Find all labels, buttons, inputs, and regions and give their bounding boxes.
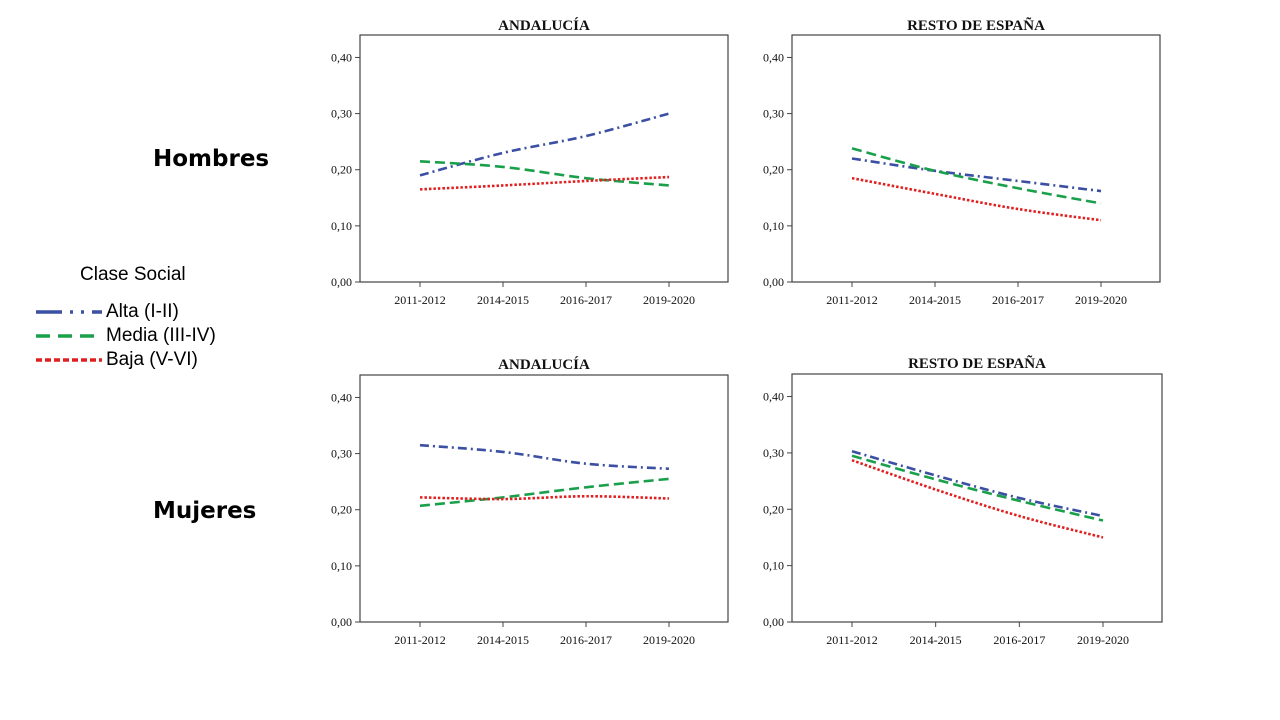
x-tick-label: 2014-2015 <box>910 633 962 647</box>
chart-title: ANDALUCÍA <box>498 356 590 373</box>
y-tick-label: 0,30 <box>763 446 784 460</box>
y-tick-label: 0,00 <box>331 275 352 289</box>
chart-panel-2: RESTO DE ESPAÑA 0,00 0,10 0,20 0,30 0,40 2011-… <box>763 16 1161 307</box>
plot-frame <box>791 373 1163 623</box>
y-tick-label: 0,20 <box>331 163 352 177</box>
x-tick-label: 2016-2017 <box>993 633 1045 647</box>
series-line-baja <box>851 459 1104 539</box>
x-tick-label: 2011-2012 <box>826 633 878 647</box>
chart-title: RESTO DE ESPAÑA <box>907 16 1045 34</box>
row-label-mujeres: Mujeres <box>153 498 257 524</box>
series-line-alta <box>851 449 1104 518</box>
y-tick-label: 0,00 <box>763 615 784 629</box>
row-label-hombres: Hombres <box>153 146 270 172</box>
series-line-alta <box>419 112 670 177</box>
y-tick-label: 0,40 <box>763 50 784 64</box>
legend-label-media: Media (III-IV) <box>106 325 216 346</box>
series-line-baja <box>419 494 670 501</box>
y-tick-label: 0,00 <box>331 615 352 629</box>
x-tick-label: 2019-2020 <box>1077 633 1129 647</box>
x-tick-label: 2011-2012 <box>394 293 446 307</box>
y-tick-label: 0,30 <box>331 447 352 461</box>
legend-item-baja: Baja (V-VI) <box>34 349 198 371</box>
y-tick-label: 0,40 <box>331 50 352 64</box>
x-tick-label: 2016-2017 <box>560 293 612 307</box>
y-tick-label: 0,10 <box>763 559 784 573</box>
legend-label-baja: Baja (V-VI) <box>106 349 198 370</box>
y-tick-label: 0,10 <box>763 219 784 233</box>
y-tick-label: 0,30 <box>763 107 784 121</box>
x-tick-label: 2011-2012 <box>394 633 446 647</box>
legend-swatch-alta <box>36 310 102 314</box>
legend-item-media: Media (III-IV) <box>34 325 216 347</box>
legend-swatch-baja <box>36 358 102 362</box>
plot-frame <box>359 34 729 283</box>
series-line-alta <box>851 157 1102 193</box>
y-tick-label: 0,20 <box>763 502 784 516</box>
series-line-baja <box>419 175 670 191</box>
y-tick-label: 0,20 <box>763 163 784 177</box>
x-tick-label: 2019-2020 <box>1075 293 1127 307</box>
series-line-media <box>419 477 670 508</box>
chart-panel-4: RESTO DE ESPAÑA 0,00 0,10 0,20 0,30 0,40 2011-… <box>763 354 1163 647</box>
x-tick-label: 2016-2017 <box>560 633 612 647</box>
chart-panel-1: ANDALUCÍA 0,00 0,10 0,20 0,30 0,40 2011-2012 20… <box>331 17 729 307</box>
legend-title: Clase Social <box>80 264 186 285</box>
y-tick-label: 0,40 <box>331 390 352 404</box>
x-tick-label: 2019-2020 <box>643 633 695 647</box>
y-tick-label: 0,10 <box>331 219 352 233</box>
legend-swatch-media <box>36 334 102 338</box>
plot-frame <box>359 374 729 623</box>
y-tick-label: 0,40 <box>763 390 784 404</box>
legend-label-alta: Alta (I-II) <box>106 301 179 322</box>
y-tick-label: 0,00 <box>763 275 784 289</box>
series-line-alta <box>419 443 670 471</box>
y-tick-label: 0,30 <box>331 107 352 121</box>
x-tick-label: 2014-2015 <box>909 293 961 307</box>
x-tick-label: 2019-2020 <box>643 293 695 307</box>
series-line-media <box>419 160 670 187</box>
series-line-media <box>851 454 1104 522</box>
chart-title: ANDALUCÍA <box>498 17 590 34</box>
legend-item-alta: Alta (I-II) <box>34 301 179 323</box>
chart-panel-3: ANDALUCÍA 0,00 0,10 0,20 0,30 0,40 2011-2012 20… <box>331 356 729 647</box>
x-tick-label: 2014-2015 <box>477 633 529 647</box>
plot-frame <box>791 34 1161 283</box>
x-tick-label: 2016-2017 <box>992 293 1044 307</box>
x-tick-label: 2014-2015 <box>477 293 529 307</box>
chart-title: RESTO DE ESPAÑA <box>908 354 1046 372</box>
x-tick-label: 2011-2012 <box>826 293 878 307</box>
y-tick-label: 0,10 <box>331 559 352 573</box>
y-tick-label: 0,20 <box>331 503 352 517</box>
series-line-media <box>851 147 1102 205</box>
series-line-baja <box>851 176 1102 222</box>
